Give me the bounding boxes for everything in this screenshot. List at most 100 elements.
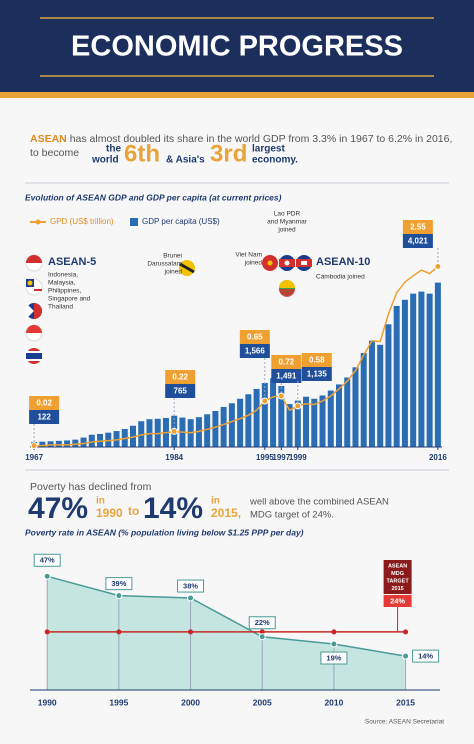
value-label: 39% — [111, 579, 126, 588]
value-label-box — [33, 553, 61, 567]
bar — [393, 305, 400, 447]
x-tick-label: 1999 — [289, 453, 307, 462]
bar — [237, 398, 244, 447]
callout-gdp: 0.65 — [247, 333, 263, 342]
x-tick-label: 1997 — [272, 453, 290, 462]
bar — [319, 395, 326, 447]
gdp-dot — [294, 402, 302, 410]
event-label: joined — [277, 227, 296, 234]
flags — [25, 254, 312, 364]
bar — [385, 324, 392, 447]
target-dot — [188, 629, 194, 635]
callout-box — [271, 355, 302, 369]
target-dot — [331, 629, 337, 635]
target-title: 2015 — [391, 586, 403, 592]
intro-word: economy. — [252, 155, 298, 166]
bar — [220, 406, 227, 447]
bar — [97, 433, 104, 447]
bar — [47, 441, 54, 447]
bar — [212, 411, 219, 447]
target-title: ASEAN — [388, 563, 407, 569]
callout-gdp: 2.55 — [410, 223, 426, 232]
bar — [410, 293, 417, 447]
bar — [286, 404, 293, 447]
event-label: Viet Nam — [235, 252, 262, 259]
target-dot — [116, 629, 122, 635]
bar — [368, 340, 375, 447]
bar — [278, 386, 285, 447]
bar — [39, 441, 46, 447]
bar — [204, 414, 211, 447]
event-label: Lao PDR — [274, 211, 301, 218]
bar — [138, 421, 145, 447]
poverty-to: to — [128, 504, 139, 518]
point — [43, 572, 51, 580]
group-member: Singapore and — [48, 296, 91, 303]
page-title: ECONOMIC PROGRESS — [71, 31, 403, 63]
bar — [72, 439, 79, 447]
target-dot — [44, 629, 50, 635]
callout-box — [301, 353, 332, 367]
bar — [360, 352, 367, 447]
bar — [261, 382, 268, 447]
poverty-in: in — [96, 496, 105, 507]
bar — [253, 388, 260, 447]
gdp-line — [34, 265, 439, 447]
value-label: 38% — [183, 582, 198, 591]
intro-word: largest — [252, 144, 285, 155]
callout-box — [239, 330, 270, 344]
point — [187, 594, 195, 602]
callout-box — [29, 410, 60, 424]
bar — [105, 432, 112, 447]
point — [402, 652, 410, 660]
bar — [401, 299, 408, 447]
x-tick-label: 2015 — [396, 697, 415, 707]
callout-box — [165, 370, 196, 384]
bar — [426, 293, 433, 447]
value-label-box — [105, 577, 133, 591]
callout-gdp: 0.72 — [279, 358, 295, 367]
bar — [311, 398, 318, 447]
legend-swatch — [130, 218, 138, 226]
x-tick-label: 2005 — [253, 697, 272, 707]
poverty-note: MDG target of 24%. — [250, 510, 334, 521]
target-box — [383, 560, 412, 594]
value-label: 22% — [255, 618, 270, 627]
target-label: 24% — [390, 596, 405, 605]
callout-box — [29, 396, 60, 410]
gdp-dot — [434, 263, 442, 271]
bar — [352, 367, 359, 447]
intro-word: the — [106, 144, 121, 155]
point — [330, 640, 338, 648]
value-label-box — [248, 616, 276, 630]
source: Source: ASEAN Secretariat — [365, 719, 444, 726]
bar — [377, 344, 384, 447]
value-label-box — [177, 579, 205, 593]
event-title: ASEAN-10 — [316, 256, 370, 268]
target-dot — [259, 629, 265, 635]
callout-per-capita: 765 — [174, 387, 188, 396]
gdp-dot — [30, 442, 38, 450]
value-label: 47% — [40, 556, 55, 565]
x-tick-label: 1967 — [25, 453, 43, 462]
bar — [64, 440, 71, 447]
bar — [336, 384, 342, 447]
callout-gdp: 0.58 — [309, 356, 325, 365]
gdp-dot — [277, 392, 285, 400]
legend-label: GDP per capita (US$) — [142, 217, 220, 226]
intro-rank: 6th — [124, 140, 160, 167]
poverty-line — [47, 575, 406, 657]
callout-box — [402, 234, 433, 248]
bar — [80, 437, 87, 447]
callout-gdp: 0.22 — [172, 373, 188, 382]
x-tick-label: 1995 — [109, 697, 128, 707]
bar — [228, 403, 235, 447]
x-tick-label: 1995 — [256, 453, 274, 462]
group-member: Thailand — [48, 304, 73, 311]
bar — [418, 291, 425, 447]
x-tick-label: 2016 — [429, 453, 447, 462]
group-member: Malaysia, — [48, 280, 76, 287]
intro-rank: 3rd — [210, 140, 247, 167]
callout-per-capita: 1,491 — [276, 372, 297, 381]
